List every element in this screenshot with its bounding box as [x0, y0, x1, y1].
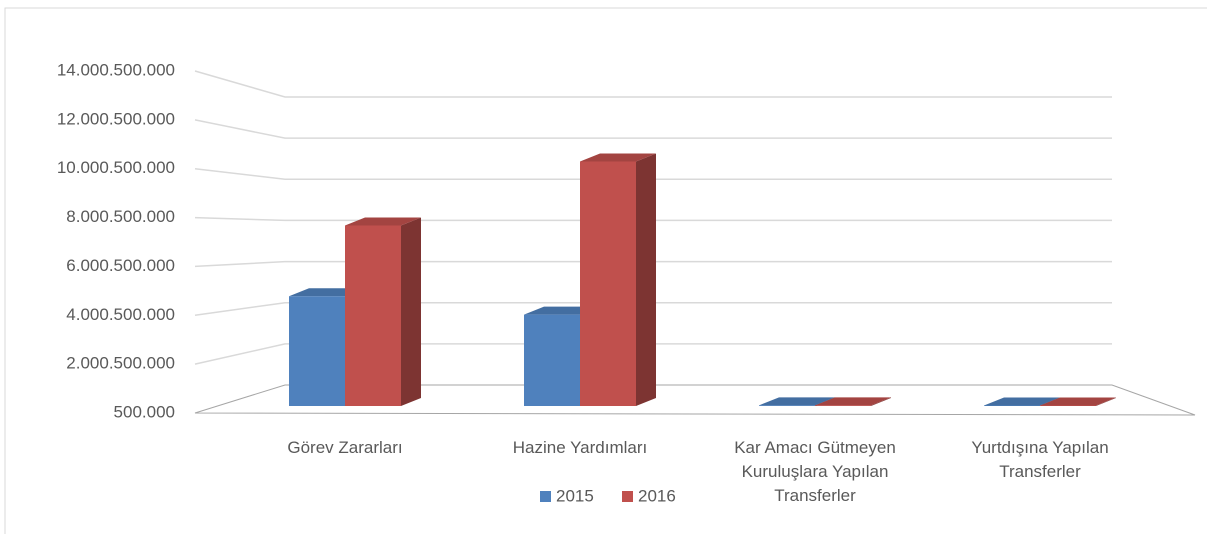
bar: [1040, 397, 1116, 406]
bar-front: [289, 296, 345, 406]
bar-side: [1096, 397, 1116, 406]
legend-swatch: [622, 491, 633, 502]
bar-front: [815, 405, 871, 406]
y-tick-label: 4.000.500.000: [66, 305, 175, 324]
legend-swatch: [540, 491, 551, 502]
grid-line: [194, 260, 1112, 268]
grid-line: [194, 119, 1112, 139]
x-tick-label: Görev Zararları: [287, 438, 403, 457]
bar-side: [871, 397, 891, 406]
grid-line: [194, 216, 1112, 222]
y-tick-label: 14.000.500.000: [57, 60, 175, 79]
x-tick-label: Yurtdışına Yapılan Transferler: [971, 438, 1109, 481]
y-tick-label: 12.000.500.000: [57, 109, 175, 128]
x-tick-label: Hazine Yardımları: [512, 438, 648, 457]
bar-top: [1040, 397, 1116, 406]
bar-side: [636, 153, 656, 406]
legend-label: 2015: [556, 486, 594, 505]
chart-border: [4, 7, 1207, 534]
bar-front: [524, 314, 580, 406]
bar-side: [401, 217, 421, 406]
bar-front: [580, 161, 636, 406]
x-tick-label: Kar Amacı Gütmeyen Kuruluşlara Yapılan T…: [734, 438, 896, 505]
y-tick-label: 10.000.500.000: [57, 158, 175, 177]
floor: [194, 384, 1196, 416]
bar-front: [759, 405, 815, 406]
grid-line: [194, 167, 1112, 181]
bar: [580, 153, 656, 406]
y-tick-label: 8.000.500.000: [66, 207, 175, 226]
bar-top: [580, 153, 656, 162]
bar: [815, 397, 891, 406]
y-tick-label: 500.000: [114, 402, 175, 421]
bar-top: [815, 397, 891, 406]
grid-line: [194, 70, 1112, 98]
bar: [345, 217, 421, 406]
bar-top: [345, 217, 421, 226]
y-tick-label: 6.000.500.000: [66, 256, 175, 275]
grid-line: [194, 343, 1112, 365]
y-tick-label: 2.000.500.000: [66, 354, 175, 373]
bar-top: [759, 397, 835, 406]
legend-label: 2016: [638, 486, 676, 505]
grid-line: [194, 301, 1112, 317]
bar-front: [345, 225, 401, 406]
bar-top: [984, 397, 1060, 406]
